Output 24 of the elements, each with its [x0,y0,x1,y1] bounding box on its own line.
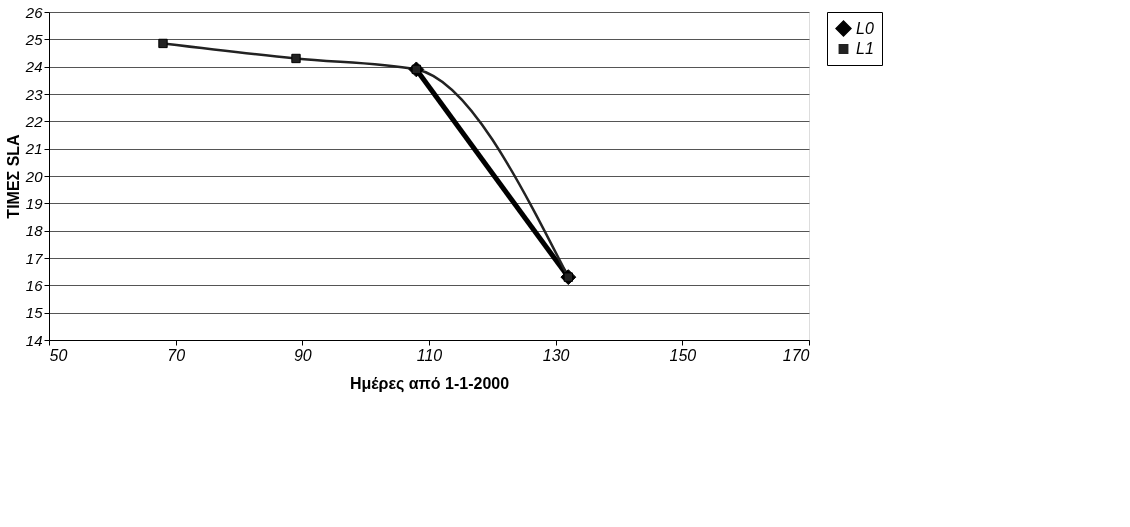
y-tick-label: 25 [24,30,44,48]
y-tick-label: 22 [24,112,44,130]
y-tick-label: 19 [25,194,44,212]
x-tick-label: 110 [416,346,443,364]
y-tick-label: 26 [24,3,44,21]
y-tick-label: 21 [24,140,43,158]
y-tick-label: 24 [24,58,43,76]
y-tick-label: 20 [24,167,44,185]
x-axis-title: Ημέρες από 1-1-2000 [349,374,510,393]
x-tick-label: 50 [49,346,68,364]
y-tick-label: 14 [25,331,43,349]
x-tick-label: 90 [293,346,312,364]
legend-label: L1 [856,40,874,57]
y-axis-title: ΤΙΜΕΣ SLA [4,133,22,219]
y-tick-label: 16 [25,276,44,294]
y-tick-label: 18 [25,222,44,240]
y-tick-label: 15 [25,304,44,322]
y-tick-label: 17 [25,249,44,267]
y-tick-label: 23 [24,85,44,103]
x-tick-label: 150 [669,346,697,364]
x-tick-label: 130 [542,346,570,364]
legend-label: L0 [856,19,874,37]
x-tick-label: 170 [782,346,810,364]
x-tick-label: 70 [167,346,186,364]
